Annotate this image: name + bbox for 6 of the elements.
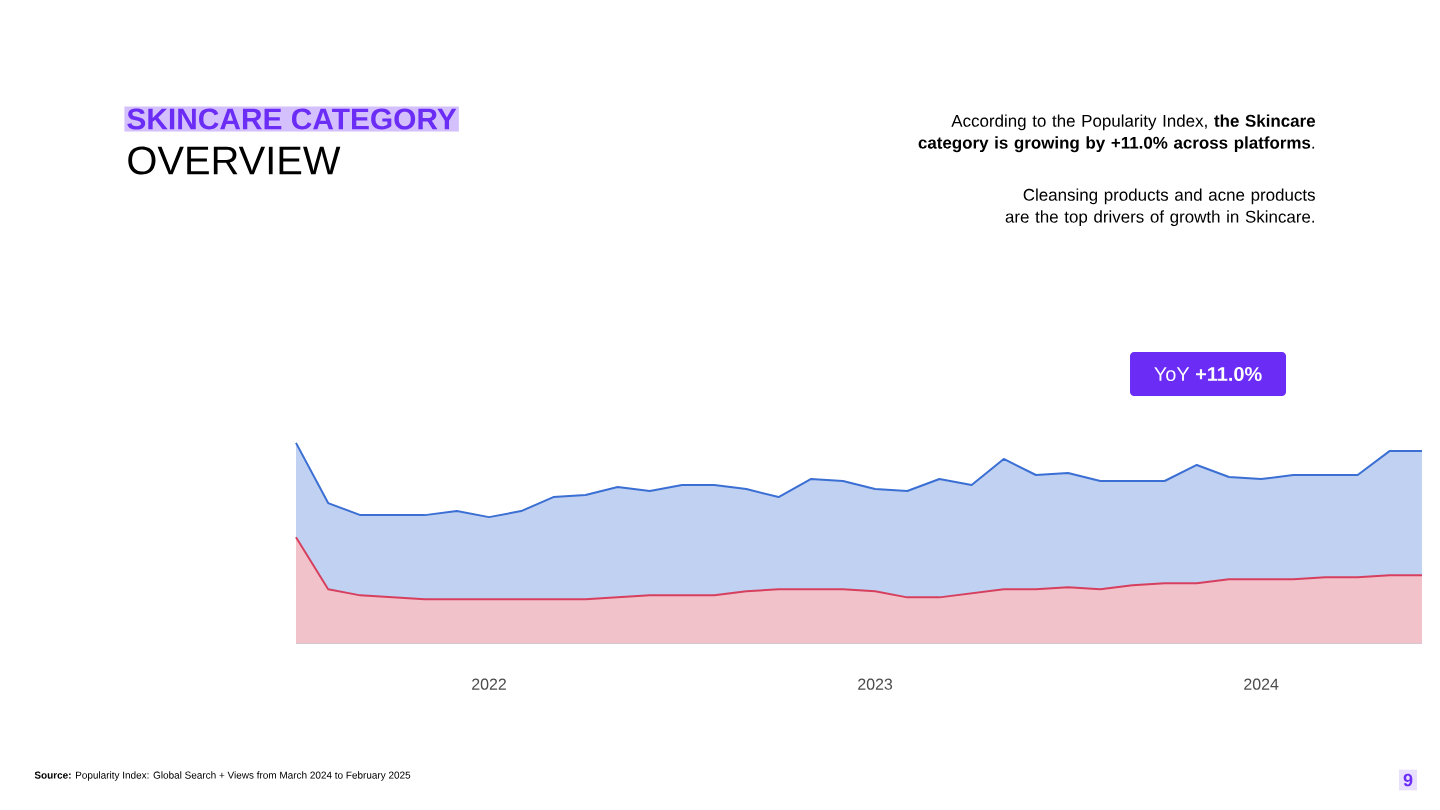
chart-title: SKINCARE CATEGORY [127,108,457,130]
text: YoY +11.0% [1154,366,1262,382]
text: 9 [1403,773,1413,787]
text: According to the Popularity Index, the Skincare category is growing by +11.0% across platforms. [918,114,1316,153]
text: Cleansing products and acne products are the top drivers of growth in Skincare. [1005,188,1315,227]
chart-subtitle: OVERVIEW [128,146,341,175]
